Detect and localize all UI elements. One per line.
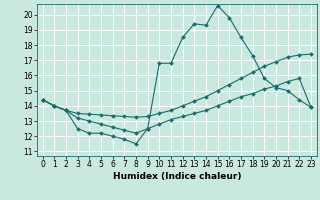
X-axis label: Humidex (Indice chaleur): Humidex (Indice chaleur) — [113, 172, 241, 181]
